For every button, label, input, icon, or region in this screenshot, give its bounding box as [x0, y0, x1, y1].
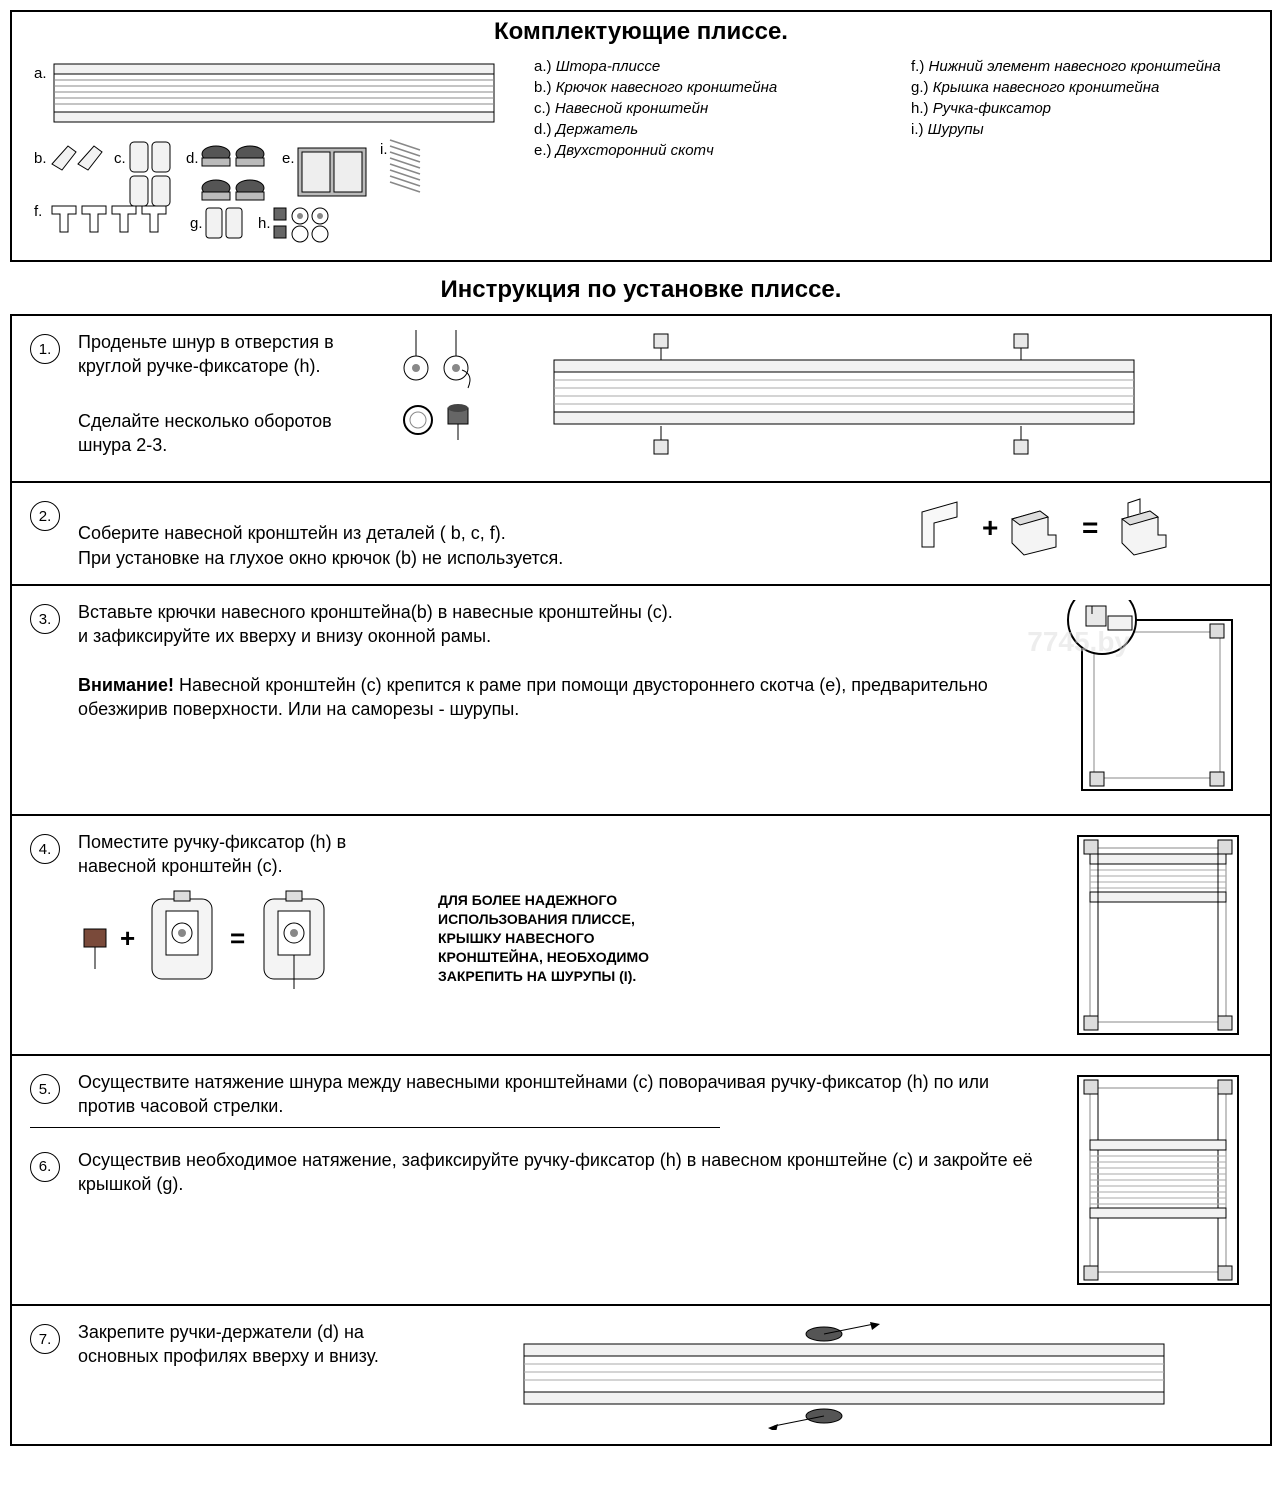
step-3-p2: Навесной кронштейн (с) крепится к раме п… — [78, 675, 988, 719]
step-3: 7745.by 3. Вставьте крючки навесного кро… — [10, 586, 1272, 816]
label-d: d. — [186, 150, 199, 167]
step-5-6: 5. Осуществите натяжение шнура между нав… — [10, 1056, 1272, 1306]
step-2-p1: Соберите навесной кронштейн из деталей (… — [78, 523, 563, 567]
legend-item: e.) Двухсторонний скотч — [534, 142, 881, 159]
step-1: 1. Проденьте шнур в отверстия в круглой … — [10, 314, 1272, 483]
components-body: a. b. c. — [12, 52, 1270, 260]
step-3-illus — [1052, 600, 1252, 800]
step-4-illus-window — [1062, 830, 1252, 1040]
install-title: Инструкция по установке плиссе. — [10, 270, 1272, 310]
legend-item: h.) Ручка-фиксатор — [911, 100, 1258, 117]
step-3-p1: Вставьте крючки навесного кронштейна(b) … — [78, 600, 1034, 649]
step-5-6-illus — [1062, 1070, 1252, 1290]
step-5-p1: Осуществите натяжение шнура между навесн… — [78, 1072, 989, 1116]
step-5-text: Осуществите натяжение шнура между навесн… — [78, 1070, 1044, 1119]
step-number: 5. — [30, 1074, 60, 1104]
label-e: e. — [282, 150, 295, 167]
label-i: i. — [380, 141, 388, 158]
components-legend: a.) Штора-плиссе b.) Крючок навесного кр… — [534, 58, 1258, 248]
step-2: 2. Соберите навесной кронштейн из детале… — [10, 483, 1272, 586]
step-7-p1: Закрепите ручки-держатели (d) на основны… — [78, 1322, 379, 1366]
step-4-content: Поместите ручку-фиксатор (h) в навесной … — [78, 830, 1044, 989]
svg-text:+: + — [982, 512, 998, 543]
step-4-p1: Поместите ручку-фиксатор (h) в навесной … — [78, 832, 346, 876]
label-f: f. — [34, 203, 42, 220]
legend-item: a.) Штора-плиссе — [534, 58, 881, 75]
svg-text:=: = — [1082, 512, 1098, 543]
step-1-illus-blind — [534, 330, 1154, 460]
step-3-bold: Внимание! — [78, 675, 174, 695]
legend-col-left: a.) Штора-плиссе b.) Крючок навесного кр… — [534, 58, 881, 248]
step-4-illus-small: + = — [78, 889, 408, 989]
step-1-p1: Проденьте шнур в отверстия в круглой руч… — [78, 330, 378, 379]
step-2-illus: + = — [912, 497, 1252, 567]
step-number: 4. — [30, 834, 60, 864]
components-section: Комплектующие плиссе. a. b. — [10, 10, 1272, 262]
label-g: g. — [190, 215, 203, 232]
legend-item: f.) Нижний элемент навесного кронштейна — [911, 58, 1258, 75]
label-c: c. — [114, 150, 126, 167]
step-1-illus-small — [396, 330, 516, 450]
step-7: 7. Закрепите ручки-держатели (d) на осно… — [10, 1306, 1272, 1446]
svg-text:=: = — [230, 923, 245, 953]
label-b: b. — [34, 150, 47, 167]
legend-item: d.) Держатель — [534, 121, 881, 138]
svg-text:+: + — [120, 923, 135, 953]
components-title: Комплектующие плиссе. — [12, 12, 1270, 52]
legend-item: b.) Крючок навесного кронштейна — [534, 79, 881, 96]
components-diagram: a. b. c. — [24, 58, 514, 248]
step-text: Соберите навесной кронштейн из деталей (… — [78, 497, 894, 570]
step-1-p2: Сделайте несколько оборотов шнура 2-3. — [78, 409, 378, 458]
step-6-text: Осуществив необходимое натяжение, зафикс… — [78, 1148, 1044, 1197]
step-number: 1. — [30, 334, 60, 364]
step-text: Закрепите ручки-держатели (d) на основны… — [78, 1320, 418, 1369]
legend-item: c.) Навесной кронштейн — [534, 100, 881, 117]
legend-col-right: f.) Нижний элемент навесного кронштейна … — [911, 58, 1258, 248]
legend-item: i.) Шурупы — [911, 121, 1258, 138]
legend-item: g.) Крышка навесного кронштейна — [911, 79, 1258, 96]
step-number: 3. — [30, 604, 60, 634]
label-a: a. — [34, 65, 47, 82]
step-number: 2. — [30, 501, 60, 531]
step-7-illus — [436, 1320, 1252, 1430]
step-6-p1: Осуществив необходимое натяжение, зафикс… — [78, 1150, 1033, 1194]
step-4: 4. Поместите ручку-фиксатор (h) в навесн… — [10, 816, 1272, 1056]
label-h: h. — [258, 215, 271, 232]
step-number: 6. — [30, 1152, 60, 1182]
step-text: Проденьте шнур в отверстия в круглой руч… — [78, 330, 378, 467]
step-4-note: ДЛЯ БОЛЕЕ НАДЕЖНОГО ИСПОЛЬЗОВАНИЯ ПЛИССЕ… — [438, 891, 698, 985]
step-text: Вставьте крючки навесного кронштейна(b) … — [78, 600, 1034, 731]
step-number: 7. — [30, 1324, 60, 1354]
